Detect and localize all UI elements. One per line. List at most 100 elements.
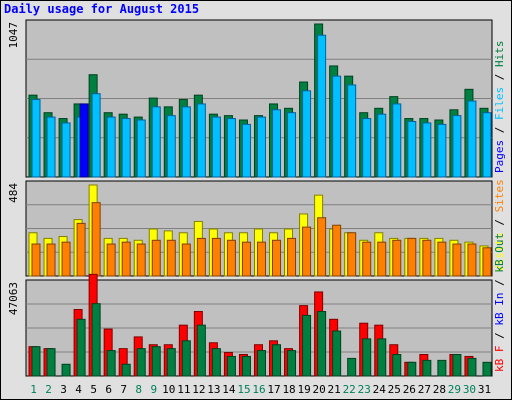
x-tick-label-29: 29 [448, 383, 461, 396]
bar-kbf-kbin-kbout-kb-out-22 [347, 357, 357, 377]
bar-hits-files-pages-files-3 [61, 122, 71, 178]
bar-visits-sites-sites-7 [121, 241, 131, 277]
x-tick-label-7: 7 [120, 383, 127, 396]
bar-kbf-kbin-kbout-kb-out-26 [407, 361, 417, 377]
bar-visits-sites-sites-15 [241, 241, 251, 277]
legend-item-visits: Visits [493, 232, 506, 272]
x-tick-label-31: 31 [478, 383, 491, 396]
legend-separator: / [493, 326, 506, 346]
x-tick-label-18: 18 [282, 383, 295, 396]
bar-visits-sites-sites-29 [452, 243, 462, 277]
bar-hits-files-pages-files-2 [46, 116, 56, 178]
bar-hits-files-pages-files-18 [287, 112, 297, 178]
x-tick-label-6: 6 [105, 383, 112, 396]
legend-item-kb-out: kB Out [493, 233, 506, 273]
bar-visits-sites-sites-20 [317, 217, 327, 277]
bar-visits-sites-sites-26 [407, 237, 417, 277]
bar-hits-files-pages-files-11 [181, 106, 191, 178]
x-tick-label-10: 10 [162, 383, 175, 396]
bar-visits-sites-sites-22 [347, 232, 357, 277]
x-tick-label-30: 30 [463, 383, 476, 396]
bar-visits-sites-sites-2 [46, 243, 56, 277]
x-tick-label-26: 26 [403, 383, 416, 396]
legend-kbf-kbin-kbout: kB F / kB In / kB Out [493, 233, 506, 372]
bar-hits-files-pages-files-29 [452, 115, 462, 178]
legend-separator: / [493, 212, 506, 232]
bar-visits-sites-sites-31 [482, 247, 492, 277]
bar-kbf-kbin-kbout-kb-out-20 [317, 310, 327, 377]
bar-visits-sites-sites-4 [76, 222, 86, 277]
legend-separator: / [493, 67, 506, 87]
legend-item-kb-f: kB F [493, 346, 506, 373]
x-tick-label-5: 5 [90, 383, 97, 396]
bar-visits-sites-sites-30 [467, 243, 477, 277]
bar-kbf-kbin-kbout-kb-out-4 [76, 318, 86, 377]
legend-item-files: Files [493, 87, 506, 120]
bar-kbf-kbin-kbout-kb-out-13 [211, 348, 221, 377]
bar-visits-sites-sites-21 [332, 224, 342, 277]
x-tick-label-28: 28 [433, 383, 446, 396]
x-tick-label-19: 19 [297, 383, 310, 396]
bar-kbf-kbin-kbout-kb-out-18 [287, 350, 297, 377]
bar-kbf-kbin-kbout-kb-out-2 [46, 348, 56, 377]
bar-hits-files-pages-files-8 [136, 119, 146, 178]
x-tick-label-23: 23 [358, 383, 371, 396]
bar-visits-sites-sites-27 [422, 239, 432, 277]
bar-hits-files-pages-pages-4 [79, 103, 89, 178]
bar-kbf-kbin-kbout-kb-out-16 [256, 350, 266, 377]
max-label-kbf-kbin-kbout: 47063 [7, 282, 20, 315]
max-label-hits-files-pages: 1047 [7, 22, 20, 49]
bar-hits-files-pages-files-14 [226, 118, 236, 178]
legend-separator: / [493, 120, 506, 140]
bar-kbf-kbin-kbout-kb-out-30 [467, 357, 477, 377]
bar-visits-sites-sites-18 [287, 237, 297, 277]
bar-kbf-kbin-kbout-kb-out-12 [196, 324, 206, 377]
bar-visits-sites-sites-10 [166, 239, 176, 277]
bar-kbf-kbin-kbout-kb-out-5 [91, 303, 101, 377]
bar-hits-files-pages-files-15 [241, 123, 251, 178]
bar-kbf-kbin-kbout-kb-out-6 [106, 350, 116, 377]
bar-hits-files-pages-files-25 [392, 103, 402, 178]
bar-kbf-kbin-kbout-kb-out-17 [272, 344, 282, 377]
bar-hits-files-pages-files-6 [106, 116, 116, 178]
x-tick-label-13: 13 [207, 383, 220, 396]
bar-kbf-kbin-kbout-kb-out-24 [377, 338, 387, 377]
bar-kbf-kbin-kbout-kb-out-11 [181, 340, 191, 377]
bar-hits-files-pages-files-24 [377, 113, 387, 178]
bar-hits-files-pages-files-19 [302, 90, 312, 178]
bar-hits-files-pages-files-31 [482, 112, 492, 178]
bar-visits-sites-sites-8 [136, 243, 146, 277]
x-tick-label-16: 16 [252, 383, 265, 396]
x-tick-label-1: 1 [30, 383, 37, 396]
chart-title: Daily usage for August 2015 [4, 2, 200, 16]
bar-visits-sites-sites-12 [196, 237, 206, 277]
bar-visits-sites-sites-23 [362, 241, 372, 277]
x-tick-label-2: 2 [45, 383, 52, 396]
legend-visits-sites: Visits / Sites [493, 179, 506, 272]
bar-kbf-kbin-kbout-kb-out-1 [31, 346, 41, 377]
x-tick-label-22: 22 [343, 383, 356, 396]
legend-hits-files-pages: Pages / Files / Hits [493, 41, 506, 174]
bar-kbf-kbin-kbout-kb-out-23 [362, 338, 372, 377]
legend-item-hits: Hits [493, 41, 506, 68]
legend-separator: / [493, 273, 506, 293]
legend-item-sites: Sites [493, 179, 506, 212]
bar-hits-files-pages-files-20 [317, 34, 327, 178]
x-tick-label-27: 27 [418, 383, 431, 396]
max-label-visits-sites: 484 [7, 183, 20, 203]
bar-hits-files-pages-files-27 [422, 122, 432, 178]
x-tick-label-15: 15 [237, 383, 250, 396]
x-tick-label-24: 24 [373, 383, 387, 396]
bar-kbf-kbin-kbout-kb-out-27 [422, 359, 432, 377]
bar-hits-files-pages-files-23 [362, 118, 372, 178]
bar-kbf-kbin-kbout-kb-out-3 [61, 363, 71, 377]
bar-kbf-kbin-kbout-kb-out-29 [452, 353, 462, 377]
x-tick-label-20: 20 [313, 383, 326, 396]
x-tick-label-17: 17 [267, 383, 280, 396]
x-tick-label-11: 11 [177, 383, 190, 396]
x-tick-label-3: 3 [60, 383, 67, 396]
x-tick-label-21: 21 [328, 383, 341, 396]
bar-hits-files-pages-files-13 [211, 116, 221, 178]
bar-kbf-kbin-kbout-kb-out-15 [241, 355, 251, 377]
